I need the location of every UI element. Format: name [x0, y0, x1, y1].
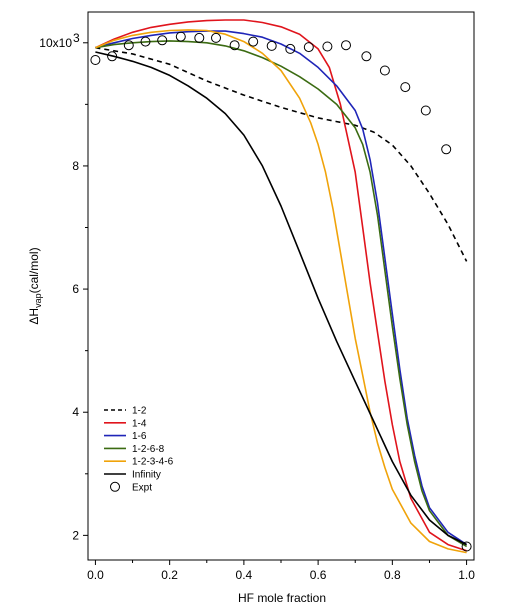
legend-label-1-2-3-4-6: 1-2-3-4-6 — [132, 457, 174, 468]
x-tick-label: 0.0 — [87, 568, 104, 582]
expt-point — [400, 82, 411, 93]
y-tick-label: 10x10 — [39, 36, 72, 50]
y-axis: 2 4 6 8 10x10 3 — [39, 31, 88, 542]
legend-swatch-expt — [110, 481, 120, 492]
expt-point — [229, 40, 240, 51]
legend-label-1-2-6-8: 1-2-6-8 — [132, 444, 165, 455]
expt-point — [322, 41, 333, 52]
expt-point — [341, 40, 351, 51]
expt-point — [266, 40, 277, 51]
x-axis-title: HF mole fraction — [238, 591, 326, 605]
x-tick-label: 0.6 — [310, 568, 327, 582]
legend-label-1-2: 1-2 — [132, 406, 147, 417]
expt-point — [420, 105, 431, 116]
y-axis-title: ΔHvap(cal/mol) — [27, 247, 43, 324]
series-line-1-6 — [95, 30, 468, 546]
expt-point — [379, 65, 390, 76]
y-tick-label: 2 — [72, 528, 79, 542]
legend-label-infinity: Infinity — [132, 470, 161, 481]
expt-points — [90, 31, 472, 552]
series-line-1-2 — [95, 46, 468, 262]
expt-point — [441, 144, 452, 155]
series-line-infinity — [95, 51, 467, 546]
expt-point — [461, 541, 472, 552]
expt-point — [194, 32, 205, 43]
expt-point — [90, 55, 101, 65]
y-tick-label: 4 — [72, 405, 79, 419]
y-tick-label: 8 — [72, 159, 79, 173]
expt-point — [157, 35, 168, 46]
x-tick-label: 1.0 — [458, 568, 475, 582]
legend-label-1-4: 1-4 — [132, 418, 147, 429]
expt-point — [303, 42, 314, 53]
series-line-1-2-3-4-6 — [95, 29, 467, 554]
y-tick-label: 6 — [72, 282, 79, 296]
expt-point — [211, 32, 221, 43]
y-tick-exponent: 3 — [73, 31, 80, 45]
expt-point — [361, 51, 372, 62]
series-line-1-2-6-8 — [95, 40, 468, 548]
x-tick-label: 0.2 — [161, 568, 178, 582]
legend-label-1-6: 1-6 — [132, 431, 147, 442]
expt-point — [175, 31, 186, 42]
expt-point — [123, 40, 134, 51]
x-axis: 0.0 0.2 0.4 0.6 0.8 1.0 — [87, 560, 475, 582]
legend-label-expt: Expt — [132, 482, 152, 493]
expt-point — [285, 43, 296, 54]
expt-point — [107, 51, 118, 62]
expt-point — [140, 36, 151, 47]
series-line-1-4 — [95, 19, 467, 552]
x-tick-label: 0.8 — [384, 568, 401, 582]
series-layer — [95, 19, 468, 554]
expt-point — [248, 36, 259, 47]
x-tick-label: 0.4 — [236, 568, 253, 582]
